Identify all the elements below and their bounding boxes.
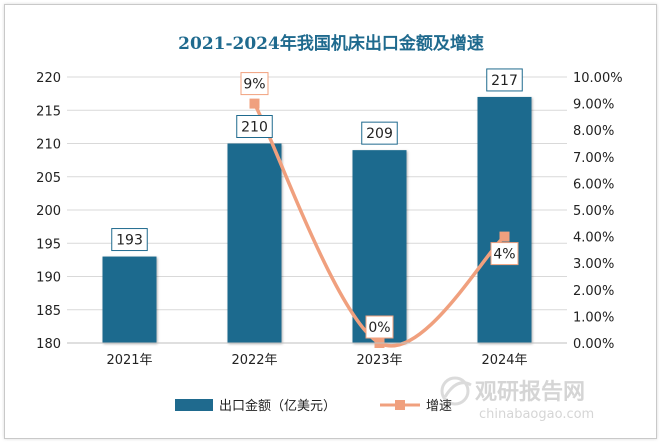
legend-label-line: 增速 — [426, 399, 452, 414]
watermark-logo-icon — [440, 376, 470, 406]
x-tick-label: 2022年 — [231, 353, 277, 368]
watermark: 观研报告网 chinabaogao.com — [440, 376, 594, 422]
y-left-tick-label: 215 — [36, 104, 61, 119]
chart-frame: 2021-2024年我国机床出口金额及增速 193 210 209 217 9% 0% 4%… — [4, 4, 657, 439]
line-data-label-box — [365, 315, 394, 339]
watermark-brand: 观研报告网 — [475, 380, 585, 405]
line-data-label: 4% — [490, 242, 519, 266]
y-right-tick-label: 8.00% — [573, 124, 614, 139]
bar — [352, 150, 407, 343]
line-data-label-box — [490, 242, 519, 266]
y-left-tick-label: 220 — [36, 71, 61, 86]
watermark-logo-swoosh-icon — [443, 381, 472, 398]
x-tick-label: 2023年 — [356, 353, 402, 368]
y-right-tick-label: 3.00% — [573, 257, 614, 272]
bar-data-label: 209 — [361, 121, 398, 145]
y-left-tick-label: 185 — [36, 304, 61, 319]
watermark-url: chinabaogao.com — [479, 407, 594, 422]
y-right-tick-label: 7.00% — [573, 151, 614, 166]
y-right-tick-label: 10.00% — [573, 71, 623, 86]
chart-title: 2021-2024年我国机床出口金额及增速 — [178, 33, 484, 54]
y-right-tick-label: 9.00% — [573, 98, 614, 113]
bar-data-label: 210 — [236, 115, 273, 138]
line-marker — [249, 98, 260, 109]
line-data-label-box — [240, 72, 269, 96]
y-right-tick-label: 0.00% — [573, 337, 614, 352]
legend-swatch-marker — [395, 400, 405, 410]
y-left-tick-label: 205 — [36, 171, 61, 186]
bar-data-label-text: 217 — [491, 73, 518, 89]
legend-swatch-bar — [175, 399, 213, 411]
y-right-tick-label: 4.00% — [573, 231, 614, 246]
bar-data-label-text: 209 — [366, 126, 393, 142]
legend-label-bar: 出口金额（亿美元） — [219, 398, 336, 414]
bar-data-label-text: 210 — [241, 120, 268, 136]
y-right-tick-label: 1.00% — [573, 310, 614, 325]
bar-data-label-text: 193 — [116, 233, 143, 249]
chart-canvas: 2021-2024年我国机床出口金额及增速 193 210 209 217 9% 0% 4%… — [36, 33, 623, 422]
line-data-label-text: 9% — [243, 77, 265, 93]
y-left-tick-label: 180 — [36, 337, 61, 352]
bar-data-label-box — [236, 115, 273, 138]
bar-data-label-box — [361, 121, 398, 145]
y-right-tick-label: 5.00% — [573, 204, 614, 219]
y-left-tick-label: 200 — [36, 204, 61, 219]
y-right-tick-label: 6.00% — [573, 177, 614, 192]
bar-data-label-box — [486, 68, 523, 92]
y-left-tick-label: 190 — [36, 271, 61, 286]
line-data-label: 0% — [365, 315, 394, 339]
x-tick-label: 2021年 — [106, 353, 152, 368]
y-left-tick-label: 210 — [36, 138, 61, 153]
line-data-label: 9% — [240, 72, 269, 96]
bar — [102, 256, 157, 343]
bar-data-label: 217 — [486, 68, 523, 92]
y-left-tick-label: 195 — [36, 237, 61, 252]
x-tick-label: 2024年 — [481, 353, 527, 368]
bar-data-label: 193 — [111, 228, 148, 252]
bar — [227, 143, 282, 343]
bar — [477, 96, 532, 343]
line-data-label-text: 4% — [493, 247, 515, 263]
y-right-tick-label: 2.00% — [573, 284, 614, 299]
bar-data-label-box — [111, 228, 148, 252]
line-marker — [499, 231, 510, 242]
line-data-label-text: 0% — [368, 320, 390, 336]
